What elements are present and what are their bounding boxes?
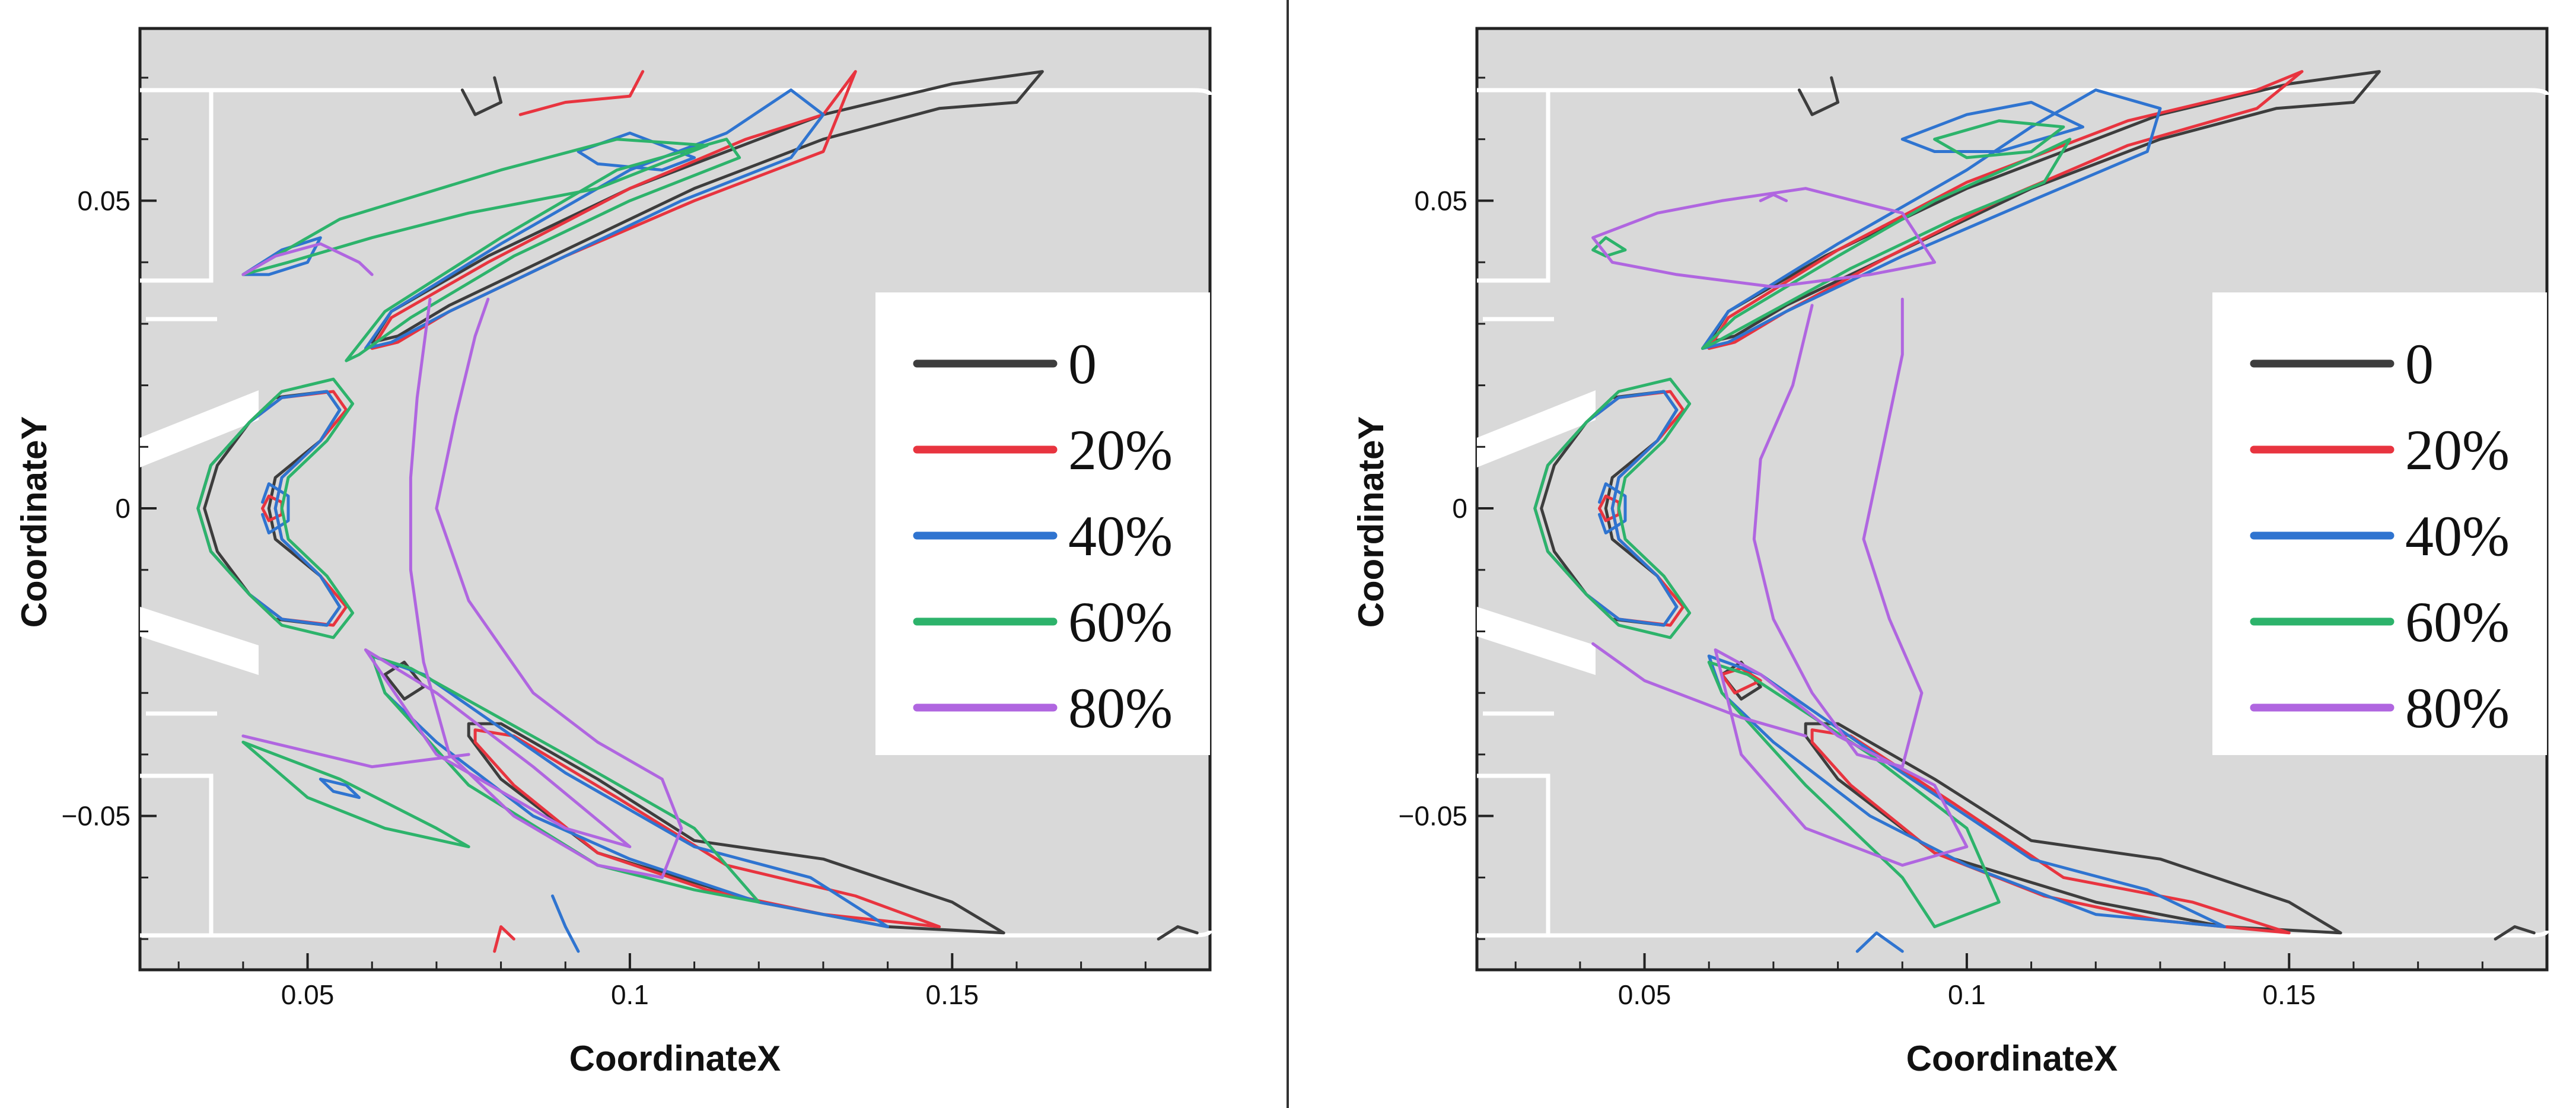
- contour-line: [196, 377, 355, 639]
- y-axis-title-right: CoordinateY: [1351, 416, 1391, 628]
- y-tick-label: 0: [115, 493, 130, 524]
- contour-line: [518, 70, 645, 116]
- legend-label: 80%: [1068, 676, 1173, 740]
- contour-line: [1701, 138, 2072, 350]
- upper-wall-right: [1477, 88, 2549, 95]
- contour-line: [364, 88, 825, 350]
- lower-wall-right: [1477, 930, 2549, 938]
- y-tick-label: 0.05: [1414, 185, 1467, 216]
- legend-label: 0: [1068, 332, 1097, 396]
- contour-line: [345, 138, 741, 362]
- contour-line: [241, 740, 470, 848]
- contour-line: [1701, 88, 2162, 350]
- contour-line: [1533, 377, 1692, 639]
- upper-strut-right: [1477, 90, 1550, 283]
- contour-line: [370, 654, 890, 928]
- contour-line: [1591, 236, 1627, 258]
- lower-strut-left: [140, 773, 214, 935]
- contour-line: [467, 722, 1005, 935]
- x-tick-label: 0.05: [281, 979, 335, 1010]
- chart-panel-left: 0.05 0.1 0.15 0.05 0 −0.05 CoordinateX Coordi…: [14, 27, 1212, 1078]
- contour-series-group-right: [1533, 70, 2536, 953]
- contour-line: [241, 236, 322, 276]
- x-tick-label: 0.1: [611, 979, 649, 1010]
- contour-line: [551, 894, 580, 953]
- vane-upper-left: [140, 390, 259, 467]
- duct-geometry-right: [1477, 88, 2549, 938]
- contour-line: [1598, 482, 1627, 534]
- x-axis-title-right: CoordinateX: [1906, 1039, 2118, 1078]
- contour-line: [493, 925, 515, 953]
- contour-line: [577, 131, 696, 172]
- x-tick-label: 0.05: [1618, 979, 1671, 1010]
- legend-box: [2212, 292, 2547, 755]
- legend-label: 60%: [1068, 590, 1173, 654]
- contour-line: [1797, 76, 1840, 116]
- vane-lower-right: [1477, 607, 1596, 675]
- legend-left: 0 20% 40% 60% 80%: [875, 292, 1210, 755]
- contour-line: [1752, 297, 1924, 769]
- contour-line: [241, 242, 374, 276]
- legend-right: 0 20% 40% 60% 80%: [2212, 292, 2547, 755]
- x-tick-label: 0.15: [2263, 979, 2316, 1010]
- contour-line: [1933, 119, 2065, 160]
- contour-line: [1157, 925, 1199, 941]
- y-tick-label: −0.05: [1399, 801, 1467, 832]
- legend-box: [875, 292, 1210, 755]
- legend-label: 20%: [1068, 418, 1173, 482]
- legend-label: 80%: [2405, 676, 2510, 740]
- contour-line: [364, 648, 632, 848]
- contour-line: [1759, 193, 1788, 202]
- contour-line: [1900, 101, 2084, 153]
- series-4-right: [1591, 187, 1969, 867]
- y-axis-title-left: CoordinateY: [14, 416, 54, 628]
- contour-line: [1591, 187, 1937, 289]
- contour-line: [319, 778, 361, 800]
- series-4-left: [241, 242, 683, 879]
- contour-line: [409, 297, 683, 879]
- legend-label: 20%: [2405, 418, 2510, 482]
- contour-line: [460, 76, 503, 116]
- lower-strut-right: [1477, 773, 1550, 935]
- contour-line: [1591, 642, 1807, 738]
- contour-line: [1714, 648, 1969, 867]
- upper-strut-left: [140, 90, 214, 283]
- upper-wall-left: [140, 88, 1212, 95]
- legend-label: 0: [2405, 332, 2434, 396]
- contour-line: [473, 728, 941, 928]
- contour-line: [261, 482, 290, 534]
- contour-series-group-left: [196, 70, 1199, 953]
- legend-label: 40%: [2405, 504, 2510, 568]
- contour-line: [2494, 925, 2536, 941]
- y-tick-label: 0.05: [77, 185, 130, 216]
- x-axis-title-left: CoordinateX: [569, 1039, 781, 1078]
- axes-left: 0.05 0.1 0.15 0.05 0 −0.05: [62, 77, 1211, 1010]
- chart-panel-right: 0.05 0.1 0.15 0.05 0 −0.05 CoordinateX Coordi…: [1351, 27, 2549, 1078]
- lower-wall-left: [140, 930, 1212, 938]
- contour-line: [241, 734, 470, 769]
- axes-right: 0.05 0.1 0.15 0.05 0 −0.05: [1399, 77, 2548, 1010]
- legend-label: 40%: [1068, 504, 1173, 568]
- vane-lower-left: [140, 607, 259, 675]
- x-tick-label: 0.1: [1948, 979, 1986, 1010]
- y-tick-label: 0: [1452, 493, 1467, 524]
- vane-upper-right: [1477, 390, 1596, 467]
- legend-label: 60%: [2405, 590, 2510, 654]
- contour-line: [1855, 931, 1904, 953]
- duct-geometry-left: [140, 88, 1212, 938]
- contour-line: [370, 70, 1044, 344]
- x-tick-label: 0.15: [926, 979, 979, 1010]
- contour-line: [1804, 722, 2342, 935]
- y-tick-label: −0.05: [62, 801, 130, 832]
